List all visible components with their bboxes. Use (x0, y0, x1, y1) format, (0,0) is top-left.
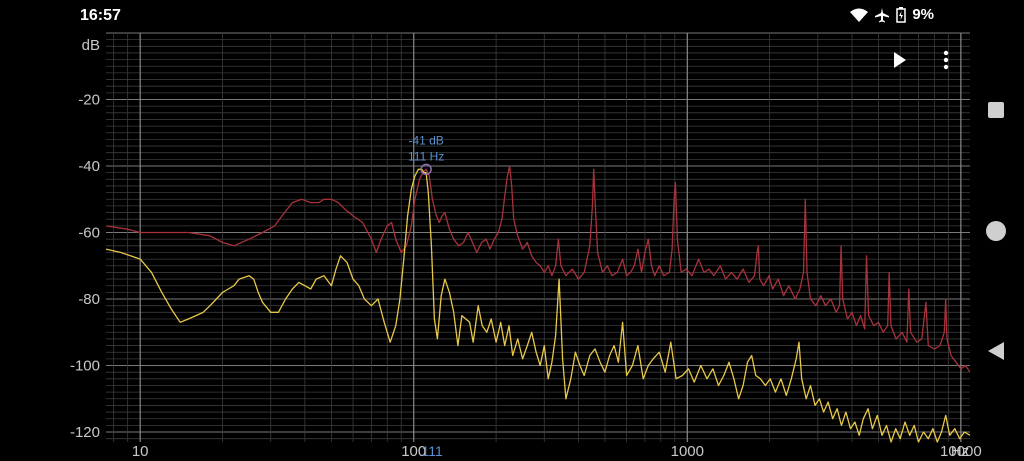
plot-labels: dB Hz -20 -40 -60 -80 -100 -120 10 100 1000 10000 (70, 37, 982, 460)
y-tick-label: -100 (70, 358, 100, 375)
x-tick-label: 10000 (940, 443, 982, 460)
cursor-axis-label: 111 (421, 443, 442, 459)
y-tick-label: -20 (78, 92, 100, 109)
recents-button[interactable] (968, 90, 1024, 130)
square-icon (988, 102, 1004, 118)
cursor-db-label: -41 dB (408, 133, 443, 147)
battery-percent: 9% (912, 6, 934, 23)
cursor-marker[interactable] (420, 163, 432, 176)
more-vert-icon (943, 50, 949, 70)
back-button[interactable] (968, 331, 1024, 371)
play-icon (894, 52, 906, 68)
navigation-bar (968, 0, 1024, 461)
x-unit-label: Hz (951, 443, 969, 460)
status-time: 16:57 (80, 7, 121, 24)
y-tick-label: -120 (70, 424, 100, 441)
y-tick-label: -60 (78, 225, 100, 242)
status-bar: 16:57 9% (0, 0, 1024, 32)
x-tick-label: 10 (132, 443, 149, 460)
status-icons: 9% (850, 6, 934, 23)
red-spectrum-line (105, 165, 971, 373)
plot-grid (106, 32, 970, 442)
home-button[interactable] (968, 211, 1024, 251)
overflow-menu-button[interactable] (932, 46, 960, 74)
wifi-icon (850, 8, 869, 22)
plot-series (105, 165, 971, 443)
y-tick-label: -80 (78, 291, 100, 308)
back-triangle-icon (988, 342, 1004, 360)
yellow-spectrum-line (105, 168, 971, 443)
peak-cursor[interactable]: -41 dB 111 Hz 111 (408, 133, 444, 459)
x-tick-label: 1000 (671, 443, 704, 460)
circle-icon (986, 221, 1006, 241)
y-unit-label: dB (82, 37, 100, 54)
airplane-icon (874, 7, 890, 23)
cursor-hz-label: 111 Hz (408, 149, 444, 163)
x-tick-label: 100 (401, 443, 426, 460)
play-button[interactable] (886, 46, 914, 74)
battery-icon (896, 6, 907, 23)
y-tick-label: -40 (78, 158, 100, 175)
